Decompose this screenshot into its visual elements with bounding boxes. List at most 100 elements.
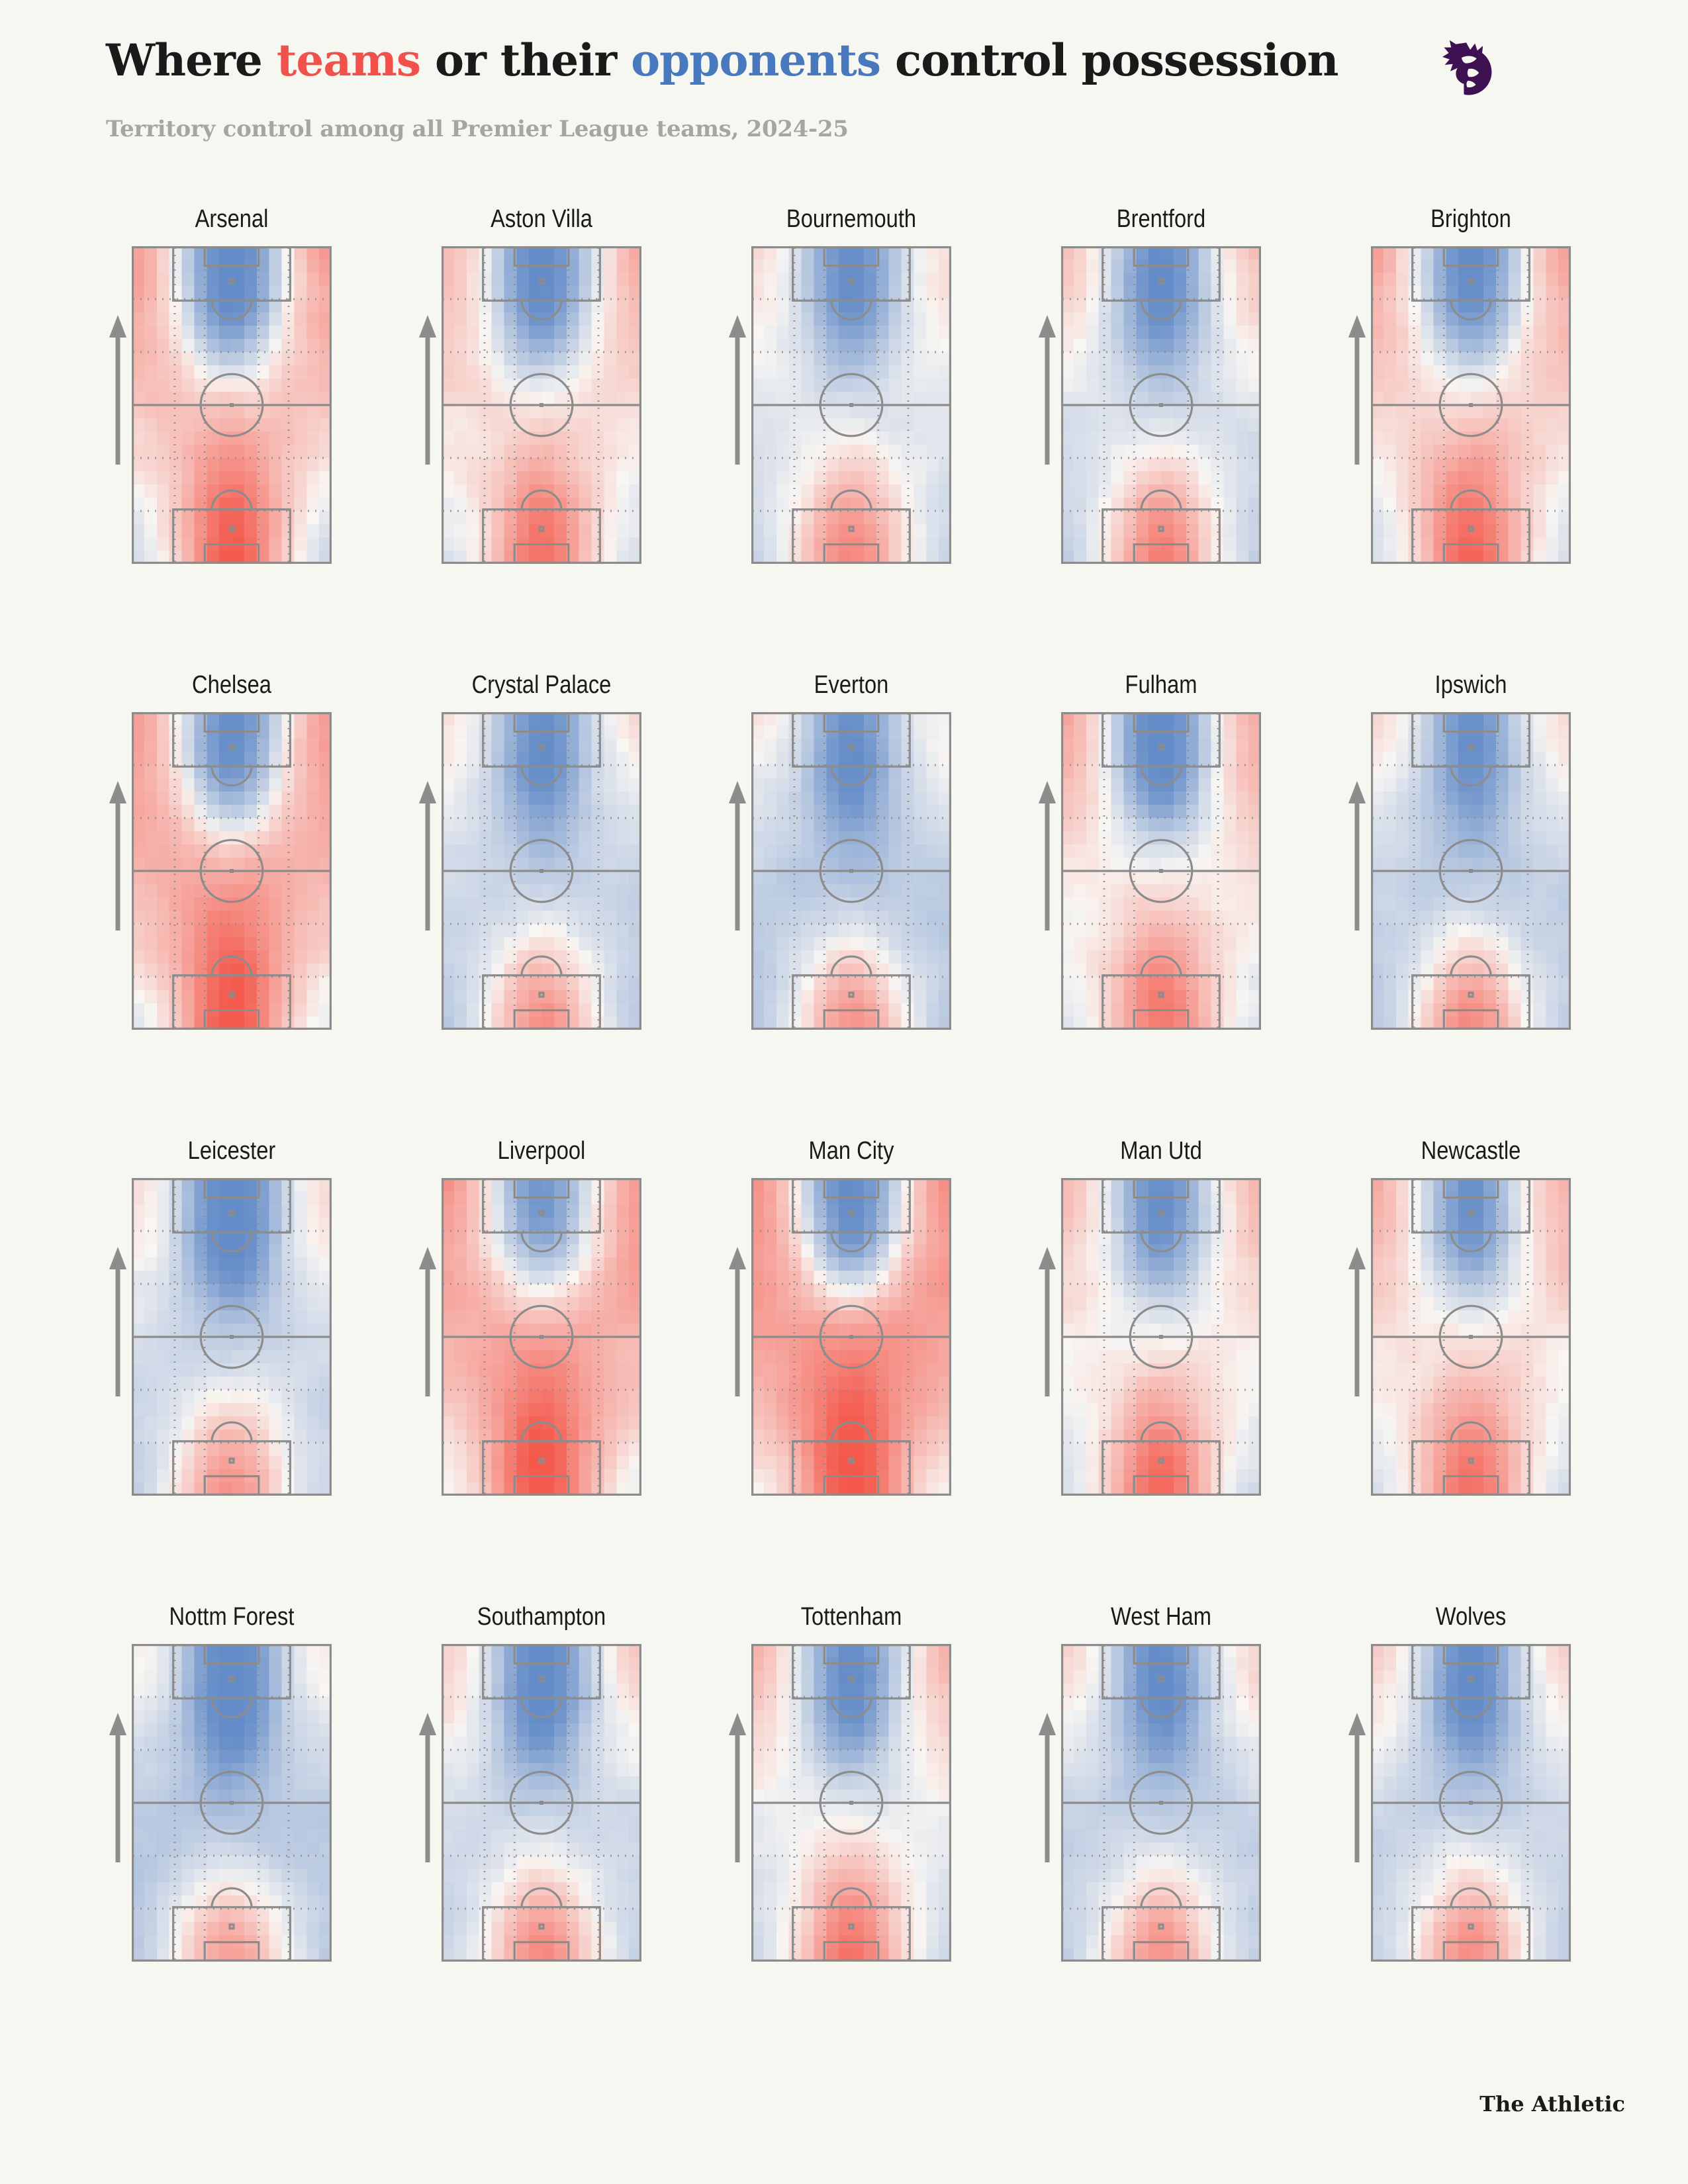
- pitch-heatmap: [132, 712, 332, 1030]
- attack-direction-arrow-icon: [1037, 1178, 1057, 1496]
- pitch-heatmap: [132, 1644, 332, 1962]
- pitch-facet: Wolves: [1348, 1603, 1681, 2093]
- facet-team-label: West Ham: [1111, 1603, 1211, 1631]
- pitch-markings: [751, 1644, 951, 1962]
- pitch-heatmap: [751, 246, 951, 564]
- pitch-markings: [132, 1644, 332, 1962]
- pitch-facet: Brighton: [1348, 205, 1681, 695]
- pitch-heatmap: [751, 712, 951, 1030]
- pitch-grid: Arsenal Aston Villa Bournemouth Brentford Br…: [0, 165, 1688, 2085]
- attack-direction-arrow-icon: [108, 1178, 128, 1496]
- pitch-markings: [132, 712, 332, 1030]
- pitch-markings: [1371, 712, 1571, 1030]
- attack-direction-arrow-icon: [1037, 246, 1057, 564]
- title-segment-1: Where: [106, 34, 277, 86]
- pitch-facet: Tottenham: [729, 1603, 1061, 2093]
- title-segment-2: or their: [420, 34, 632, 86]
- pitch-heatmap: [1371, 1644, 1571, 1962]
- attack-direction-arrow-icon: [418, 1178, 438, 1496]
- pitch-markings: [1061, 1178, 1261, 1496]
- pitch-facet: Man City: [729, 1137, 1061, 1627]
- facet-team-label: Nottm Forest: [169, 1603, 295, 1631]
- pitch-heatmap: [442, 712, 641, 1030]
- heatmap-cells: [1061, 246, 1261, 564]
- pitch-heatmap: [442, 1644, 641, 1962]
- heatmap-cells: [751, 712, 951, 1030]
- facet-team-label: Wolves: [1435, 1603, 1507, 1631]
- heatmap-cells: [1061, 1644, 1261, 1962]
- pitch-heatmap: [1371, 246, 1571, 564]
- facet-team-label: Man City: [808, 1137, 894, 1165]
- heatmap-cells: [751, 246, 951, 564]
- title-highlight-opponents: opponents: [631, 34, 881, 86]
- pitch-markings: [132, 1178, 332, 1496]
- pitch-facet: Newcastle: [1348, 1137, 1681, 1627]
- facet-team-label: Liverpool: [497, 1137, 586, 1165]
- pitch-facet: West Ham: [1039, 1603, 1371, 2093]
- pitch-facet: Crystal Palace: [419, 671, 751, 1161]
- pitch-heatmap: [132, 246, 332, 564]
- page-subtitle: Territory control among all Premier Leag…: [106, 116, 849, 142]
- attack-direction-arrow-icon: [1037, 1644, 1057, 1962]
- facet-team-label: Newcastle: [1421, 1137, 1521, 1165]
- attack-direction-arrow-icon: [1347, 712, 1367, 1030]
- heatmap-cells: [1371, 1644, 1571, 1962]
- pitch-facet: Aston Villa: [419, 205, 751, 695]
- pitch-facet: Chelsea: [109, 671, 442, 1161]
- heatmap-cells: [132, 1644, 332, 1962]
- pitch-facet: Leicester: [109, 1137, 442, 1627]
- facet-team-label: Tottenham: [800, 1603, 902, 1631]
- attack-direction-arrow-icon: [727, 246, 747, 564]
- pitch-facet: Everton: [729, 671, 1061, 1161]
- pitch-heatmap: [1371, 712, 1571, 1030]
- premier-league-lion-icon: [1427, 33, 1506, 113]
- pitch-heatmap: [1061, 246, 1261, 564]
- facet-team-label: Ipswich: [1434, 671, 1507, 699]
- pitch-markings: [442, 712, 641, 1030]
- pitch-markings: [751, 712, 951, 1030]
- pitch-heatmap: [442, 1178, 641, 1496]
- pitch-heatmap: [132, 1178, 332, 1496]
- pitch-markings: [132, 246, 332, 564]
- attack-direction-arrow-icon: [727, 1178, 747, 1496]
- pitch-markings: [1061, 246, 1261, 564]
- facet-team-label: Chelsea: [192, 671, 271, 699]
- title-segment-3: control possession: [880, 34, 1338, 86]
- heatmap-cells: [132, 246, 332, 564]
- attack-direction-arrow-icon: [108, 246, 128, 564]
- attack-direction-arrow-icon: [1037, 712, 1057, 1030]
- attack-direction-arrow-icon: [727, 1644, 747, 1962]
- pitch-heatmap: [1061, 712, 1261, 1030]
- pitch-markings: [751, 246, 951, 564]
- facet-team-label: Aston Villa: [491, 205, 592, 233]
- pitch-heatmap: [442, 246, 641, 564]
- footer-brand: The Athletic: [1479, 2091, 1625, 2116]
- pitch-markings: [1061, 712, 1261, 1030]
- attack-direction-arrow-icon: [1347, 1644, 1367, 1962]
- pitch-facet: Liverpool: [419, 1137, 751, 1627]
- pitch-markings: [1371, 246, 1571, 564]
- attack-direction-arrow-icon: [418, 246, 438, 564]
- facet-team-label: Crystal Palace: [471, 671, 612, 699]
- pitch-markings: [442, 1178, 641, 1496]
- facet-team-label: Arsenal: [195, 205, 269, 233]
- facet-team-label: Leicester: [187, 1137, 276, 1165]
- page-title: Where teams or their opponents control p…: [106, 34, 1338, 86]
- attack-direction-arrow-icon: [108, 712, 128, 1030]
- pitch-heatmap: [751, 1644, 951, 1962]
- facet-team-label: Southampton: [477, 1603, 606, 1631]
- pitch-markings: [442, 246, 641, 564]
- pitch-facet: Bournemouth: [729, 205, 1061, 695]
- pitch-heatmap: [1371, 1178, 1571, 1496]
- pitch-heatmap: [751, 1178, 951, 1496]
- facet-team-label: Brentford: [1116, 205, 1206, 233]
- heatmap-cells: [1061, 712, 1261, 1030]
- header: Where teams or their opponents control p…: [0, 0, 1688, 165]
- pitch-markings: [1371, 1178, 1571, 1496]
- facet-team-label: Bournemouth: [786, 205, 917, 233]
- pitch-facet: Man Utd: [1039, 1137, 1371, 1627]
- pitch-heatmap: [1061, 1644, 1261, 1962]
- heatmap-cells: [442, 246, 641, 564]
- attack-direction-arrow-icon: [108, 1644, 128, 1962]
